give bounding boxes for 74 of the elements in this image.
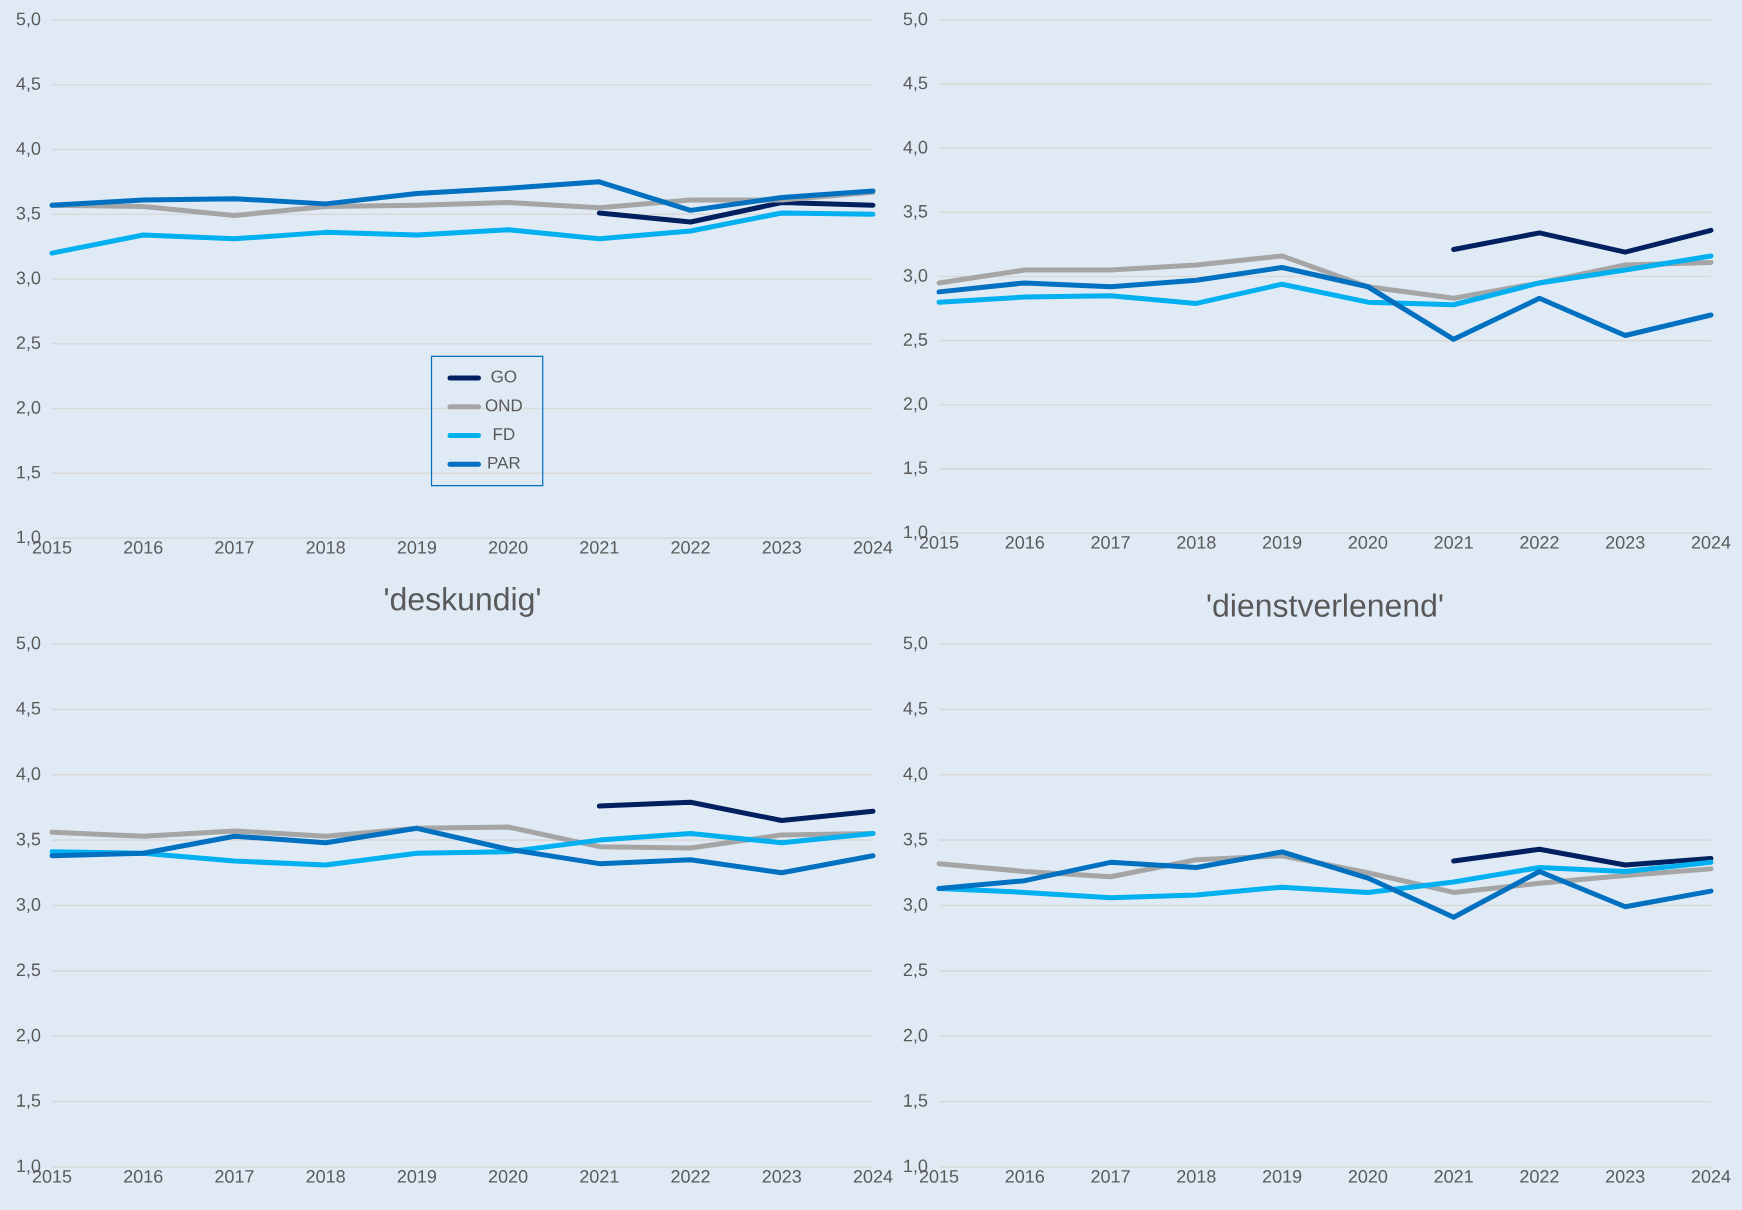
- y-tick-label: 5,0: [903, 12, 928, 28]
- y-tick-label: 4,5: [903, 702, 928, 717]
- x-tick-label: 2020: [1348, 536, 1388, 549]
- y-tick-label: 3,0: [16, 898, 41, 913]
- x-tick-label: 2023: [762, 1170, 801, 1183]
- x-tick-label: 2022: [1520, 536, 1559, 549]
- x-tick-label: 2024: [853, 1170, 893, 1183]
- x-tick-label: 2021: [1434, 1170, 1473, 1183]
- x-tick-label: 2019: [1263, 1170, 1302, 1183]
- x-tick-label: 2021: [1434, 536, 1473, 549]
- y-tick-label: 3,5: [903, 832, 928, 848]
- legend-label: FD: [493, 428, 515, 440]
- legend-label: OND: [485, 399, 522, 412]
- y-tick-label: 2,5: [16, 336, 41, 352]
- x-tick-label: 2016: [1005, 1170, 1045, 1183]
- x-tick-label: 2023: [1606, 536, 1645, 549]
- x-tick-label: 2021: [580, 541, 619, 554]
- y-tick-label: 4,5: [16, 77, 41, 93]
- x-tick-label: 2019: [1263, 536, 1302, 549]
- y-tick-label: 2,5: [903, 333, 928, 349]
- x-tick-label: 2018: [306, 541, 345, 554]
- y-tick-label: 2,0: [903, 1028, 928, 1044]
- x-tick-label: 2018: [306, 1170, 345, 1183]
- x-tick-label: 2022: [671, 541, 710, 554]
- x-tick-label: 2023: [762, 541, 801, 554]
- y-tick-label: 5,0: [16, 636, 41, 652]
- x-tick-label: 2017: [215, 1170, 254, 1183]
- y-tick-label: 2,0: [903, 397, 928, 413]
- x-tick-label: 2020: [488, 541, 528, 554]
- x-tick-label: 2016: [1005, 536, 1045, 549]
- y-tick-label: 3,5: [903, 204, 928, 220]
- y-tick-label: 1,5: [904, 461, 928, 477]
- x-tick-label: 2017: [1091, 536, 1130, 549]
- x-tick-label: 2024: [1691, 536, 1731, 549]
- x-tick-label: 2020: [488, 1170, 528, 1183]
- y-tick-label: 2,0: [16, 401, 41, 416]
- y-tick-label: 5,0: [16, 12, 41, 28]
- y-tick-label: 2,0: [16, 1028, 41, 1044]
- y-tick-label: 4,0: [903, 767, 928, 783]
- x-tick-label: 2018: [1177, 1170, 1216, 1183]
- y-tick-label: 2,5: [16, 963, 41, 979]
- x-tick-label: 2019: [397, 1170, 437, 1183]
- y-tick-label: 4,5: [903, 76, 928, 92]
- x-tick-label: 2024: [853, 541, 893, 554]
- y-tick-label: 4,0: [16, 142, 41, 157]
- chart-title: 'deskundig': [385, 587, 540, 617]
- legend-label: PAR: [488, 456, 520, 469]
- chart-title: 'dienstverlenend': [1207, 593, 1443, 617]
- x-tick-label: 2016: [124, 1170, 163, 1183]
- y-tick-label: 1,5: [904, 1094, 928, 1109]
- legend-label: GO: [491, 370, 517, 383]
- x-tick-label: 2022: [671, 1170, 710, 1183]
- x-tick-label: 2016: [124, 541, 163, 554]
- y-tick-label: 4,0: [16, 767, 41, 783]
- x-tick-label: 2024: [1691, 1170, 1731, 1183]
- x-tick-label: 2021: [580, 1170, 619, 1183]
- x-tick-label: 2023: [1606, 1170, 1645, 1183]
- y-tick-label: 3,5: [16, 832, 41, 848]
- x-tick-label: 2018: [1177, 536, 1216, 549]
- y-tick-label: 1,5: [17, 465, 41, 481]
- y-tick-label: 4,5: [16, 702, 41, 717]
- x-tick-label: 2017: [1091, 1170, 1130, 1183]
- y-tick-label: 3,0: [903, 269, 928, 284]
- y-tick-label: 3,5: [16, 206, 41, 222]
- y-tick-label: 3,0: [16, 271, 41, 287]
- y-tick-label: 5,0: [903, 636, 928, 652]
- x-tick-label: 2019: [397, 541, 437, 554]
- x-tick-label: 2020: [1348, 1170, 1388, 1183]
- x-tick-label: 2022: [1520, 1170, 1559, 1183]
- y-tick-label: 4,0: [903, 140, 928, 156]
- y-tick-label: 1,5: [17, 1094, 41, 1109]
- x-tick-label: 2017: [215, 541, 254, 554]
- y-tick-label: 2,5: [903, 963, 928, 979]
- y-tick-label: 3,0: [903, 898, 928, 913]
